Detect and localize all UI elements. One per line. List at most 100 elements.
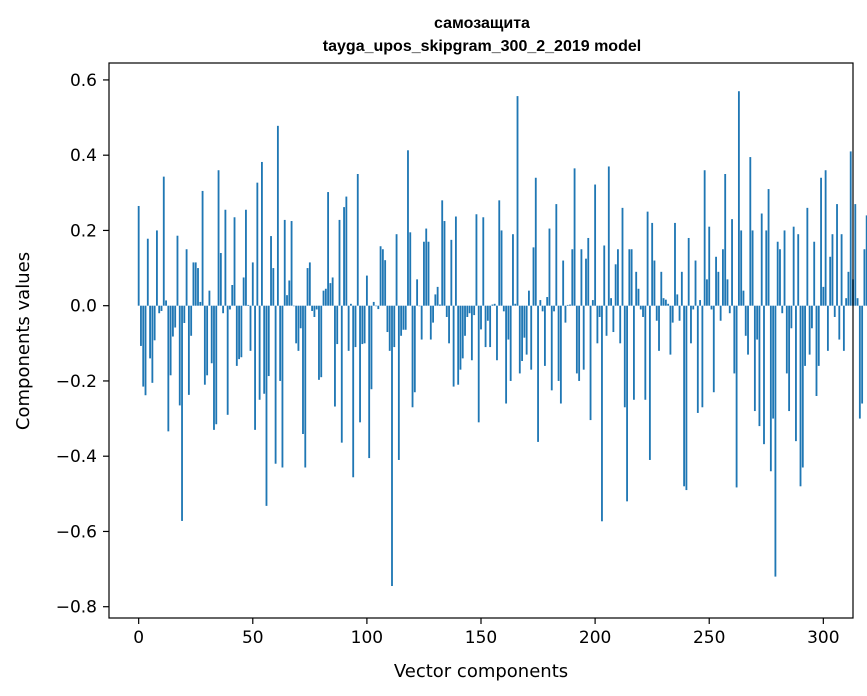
bar-74 (306, 268, 309, 306)
bar-27 (199, 301, 202, 306)
bar-195 (582, 305, 585, 370)
bar-47 (245, 209, 247, 306)
bar-123 (418, 305, 421, 307)
bar-110 (388, 305, 391, 351)
chart-subtitle: tayga_upos_skipgram_300_2_2019 model (323, 38, 641, 55)
bar-183 (555, 204, 558, 306)
bar-122 (416, 279, 419, 306)
bar-148 (475, 214, 478, 306)
bar-288 (795, 305, 797, 442)
bar-198 (589, 305, 592, 421)
bar-177 (541, 305, 544, 312)
bar-303 (829, 256, 832, 306)
x-tick-label: 150 (465, 628, 497, 648)
bar-52 (256, 182, 259, 306)
bar-7 (153, 305, 156, 341)
x-axis-label: Vector components (394, 661, 568, 682)
bar-176 (539, 300, 542, 306)
bar-237 (678, 305, 681, 321)
bar-294 (808, 305, 811, 355)
bar-60 (274, 305, 277, 464)
bar-66 (288, 280, 291, 306)
bar-107 (381, 249, 384, 306)
bar-117 (404, 305, 407, 330)
bar-67 (290, 221, 293, 306)
bar-29 (203, 305, 206, 385)
bar-306 (836, 204, 838, 306)
bar-179 (546, 297, 549, 306)
bar-93 (350, 303, 352, 306)
bar-97 (359, 305, 361, 423)
bar-62 (279, 305, 282, 381)
bar-250 (708, 226, 711, 306)
bar-130 (434, 294, 437, 306)
bar-174 (534, 177, 537, 306)
bar-12 (165, 300, 167, 306)
bar-268 (749, 157, 752, 306)
bar-206 (607, 166, 610, 306)
bar-219 (637, 288, 640, 306)
bar-227 (655, 305, 658, 321)
bar-72 (302, 305, 304, 434)
bar-56 (265, 305, 268, 506)
bar-316 (858, 305, 861, 419)
bar-46 (242, 277, 245, 306)
bar-224 (648, 305, 651, 460)
bar-44 (238, 305, 240, 360)
bar-262 (735, 305, 738, 488)
bar-246 (699, 300, 702, 306)
bar-134 (443, 221, 446, 306)
bar-82 (324, 288, 327, 306)
bar-113 (395, 234, 398, 306)
bar-207 (610, 298, 612, 306)
bar-291 (801, 305, 804, 468)
bar-165 (514, 303, 517, 306)
bar-17 (176, 235, 179, 306)
bar-83 (327, 192, 330, 306)
bar-293 (806, 207, 809, 306)
bar-318 (863, 249, 866, 306)
bar-49 (249, 305, 252, 351)
bar-84 (329, 283, 332, 306)
bar-58 (270, 236, 272, 306)
bar-281 (779, 249, 781, 306)
bar-311 (847, 271, 850, 306)
bar-171 (528, 290, 530, 306)
bar-144 (466, 305, 469, 317)
bar-114 (397, 305, 400, 460)
bar-243 (692, 305, 695, 310)
bar-182 (553, 305, 555, 312)
bar-51 (254, 305, 256, 430)
bar-265 (742, 290, 745, 306)
bars-group (137, 91, 867, 587)
bar-276 (767, 189, 770, 306)
bar-108 (384, 260, 387, 306)
bar-31 (208, 290, 211, 306)
bar-30 (206, 305, 209, 376)
bar-157 (496, 305, 498, 361)
bar-34 (215, 305, 218, 425)
bar-264 (740, 230, 743, 306)
bar-160 (502, 305, 505, 312)
bar-277 (769, 305, 772, 472)
bar-19 (181, 305, 183, 521)
bar-238 (680, 271, 683, 306)
bar-33 (213, 305, 215, 430)
bar-150 (480, 305, 482, 330)
bar-1 (140, 305, 142, 346)
bar-254 (717, 271, 720, 306)
y-tick-label: −0.8 (56, 598, 97, 618)
bar-178 (543, 305, 546, 366)
bar-96 (356, 174, 359, 306)
bar-5 (149, 305, 151, 359)
bar-70 (297, 305, 300, 351)
bar-223 (646, 211, 649, 306)
bar-133 (441, 200, 444, 306)
bar-106 (379, 246, 382, 306)
bar-283 (783, 230, 786, 306)
plot-frame (108, 62, 854, 619)
bar-85 (331, 277, 334, 306)
bar-216 (630, 249, 633, 306)
bar-258 (726, 279, 729, 306)
